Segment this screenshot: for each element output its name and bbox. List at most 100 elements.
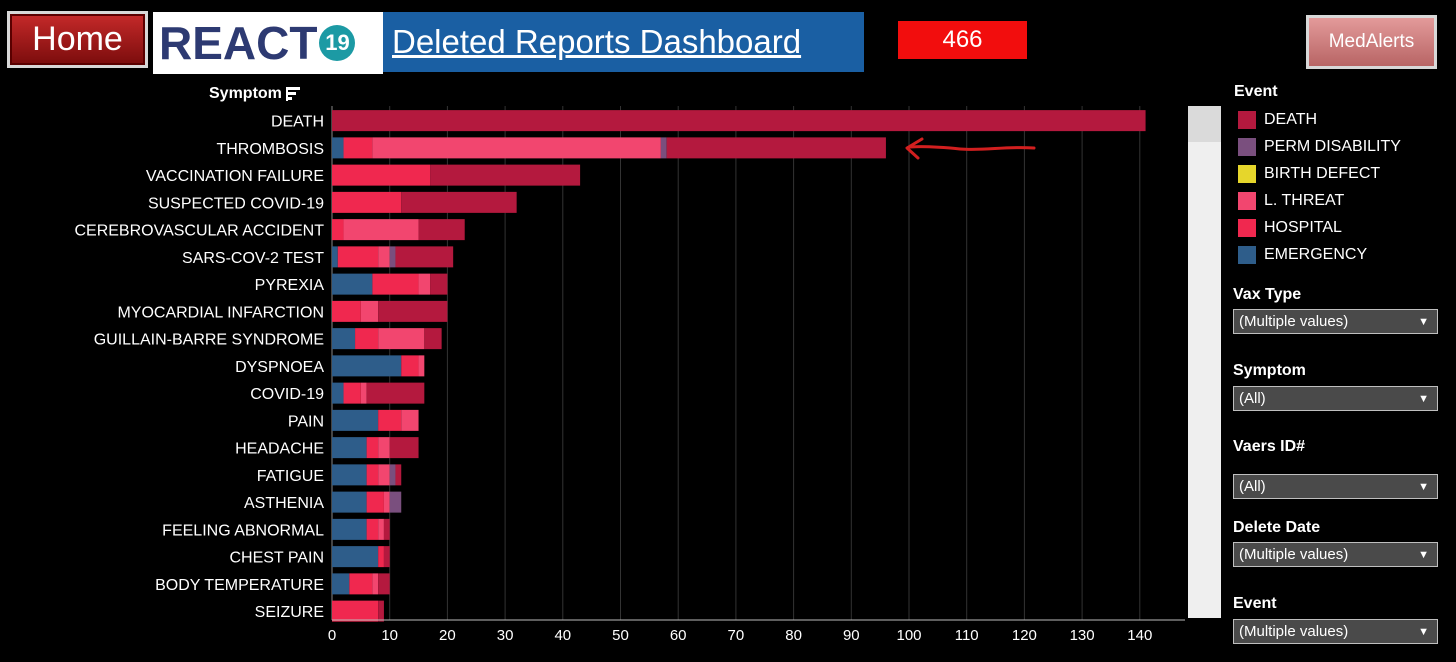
- category-label[interactable]: SARS-COV-2 TEST: [182, 250, 324, 267]
- bar-segment-death[interactable]: [424, 328, 442, 350]
- bar-segment-l-threat[interactable]: [383, 491, 390, 513]
- bar-segment-hospital[interactable]: [337, 246, 379, 268]
- category-label[interactable]: COVID-19: [250, 386, 324, 403]
- bar-segment-emergency[interactable]: [332, 409, 379, 431]
- bar-segment-hospital[interactable]: [332, 219, 344, 241]
- bar-segment-hospital[interactable]: [366, 491, 384, 513]
- bar-segment-l-threat[interactable]: [378, 518, 384, 540]
- bar-segment-emergency[interactable]: [332, 437, 367, 459]
- bar-segment-emergency[interactable]: [332, 546, 379, 568]
- bar-segment-l-threat[interactable]: [343, 219, 419, 241]
- bar-segment-hospital[interactable]: [355, 328, 379, 350]
- bar-segment-hospital[interactable]: [378, 546, 384, 568]
- chart-scrollbar-thumb[interactable]: [1188, 106, 1221, 142]
- bar-segment-death[interactable]: [366, 382, 425, 404]
- symptom-column-header[interactable]: Symptom: [209, 85, 300, 103]
- bar-segment-emergency[interactable]: [332, 573, 350, 595]
- bar-segment-death[interactable]: [430, 164, 581, 186]
- category-label[interactable]: FATIGUE: [257, 468, 324, 485]
- category-label[interactable]: SEIZURE: [255, 604, 324, 621]
- filter-dropdown[interactable]: (Multiple values) ▼: [1233, 619, 1438, 644]
- medalerts-button[interactable]: MedAlerts: [1306, 15, 1437, 69]
- filter-dropdown[interactable]: (Multiple values) ▼: [1233, 542, 1438, 567]
- bar-segment-death[interactable]: [666, 137, 886, 159]
- bar-segment-death[interactable]: [430, 273, 448, 295]
- category-label[interactable]: ASTHENIA: [244, 495, 324, 512]
- bar-segment-hospital[interactable]: [343, 382, 361, 404]
- bar-segment-death[interactable]: [395, 246, 454, 268]
- bar-segment-hospital[interactable]: [366, 518, 379, 540]
- legend-item[interactable]: DEATH: [1238, 106, 1401, 133]
- chevron-down-icon[interactable]: ▼: [1418, 480, 1429, 493]
- category-label[interactable]: HEADACHE: [235, 441, 324, 458]
- category-label[interactable]: CEREBROVASCULAR ACCIDENT: [74, 223, 324, 240]
- bar-segment-hospital[interactable]: [366, 464, 379, 486]
- chart-scrollbar[interactable]: [1188, 106, 1221, 618]
- bar-segment-l-threat[interactable]: [378, 328, 425, 350]
- legend-item[interactable]: EMERGENCY: [1238, 241, 1401, 268]
- bar-segment-l-threat[interactable]: [378, 464, 390, 486]
- bar-segment-death[interactable]: [378, 573, 390, 595]
- legend-item[interactable]: PERM DISABILITY: [1238, 133, 1401, 160]
- bar-segment-l-threat[interactable]: [378, 437, 390, 459]
- bar-segment-perm-disability[interactable]: [660, 137, 667, 159]
- home-button[interactable]: Home: [7, 11, 148, 68]
- bar-segment-l-threat[interactable]: [418, 355, 425, 377]
- bar-segment-hospital[interactable]: [378, 409, 402, 431]
- category-label[interactable]: PYREXIA: [255, 277, 325, 294]
- bar-segment-death[interactable]: [383, 546, 390, 568]
- bar-segment-death[interactable]: [401, 191, 517, 213]
- bar-segment-emergency[interactable]: [332, 518, 367, 540]
- bar-segment-l-threat[interactable]: [378, 246, 390, 268]
- bar-segment-emergency[interactable]: [332, 355, 402, 377]
- bar-segment-emergency[interactable]: [332, 382, 344, 404]
- bar-segment-l-threat[interactable]: [372, 137, 661, 159]
- filter-dropdown[interactable]: (Multiple values) ▼: [1233, 309, 1438, 334]
- legend-item[interactable]: BIRTH DEFECT: [1238, 160, 1401, 187]
- bar-segment-hospital[interactable]: [349, 573, 373, 595]
- bar-segment-hospital[interactable]: [332, 191, 402, 213]
- legend-item[interactable]: HOSPITAL: [1238, 214, 1401, 241]
- bar-segment-l-threat[interactable]: [360, 300, 379, 322]
- bar-segment-emergency[interactable]: [332, 328, 356, 350]
- chevron-down-icon[interactable]: ▼: [1418, 625, 1429, 638]
- category-label[interactable]: GUILLAIN-BARRE SYNDROME: [94, 332, 324, 349]
- bar-segment-death[interactable]: [389, 437, 419, 459]
- chevron-down-icon[interactable]: ▼: [1418, 548, 1429, 561]
- bar-segment-hospital[interactable]: [332, 164, 431, 186]
- bar-segment-emergency[interactable]: [332, 246, 338, 268]
- bar-segment-death[interactable]: [383, 518, 390, 540]
- bar-segment-death[interactable]: [395, 464, 402, 486]
- bar-segment-death[interactable]: [332, 110, 1146, 132]
- bar-segment-l-threat[interactable]: [418, 273, 431, 295]
- bar-segment-hospital[interactable]: [366, 437, 379, 459]
- bar-segment-emergency[interactable]: [332, 491, 367, 513]
- bar-segment-l-threat[interactable]: [372, 573, 379, 595]
- bar-segment-perm-disability[interactable]: [389, 464, 396, 486]
- filter-dropdown[interactable]: (All) ▼: [1233, 386, 1438, 411]
- bar-segment-hospital[interactable]: [401, 355, 419, 377]
- sort-icon[interactable]: [285, 87, 300, 101]
- category-label[interactable]: SUSPECTED COVID-19: [148, 195, 324, 212]
- category-label[interactable]: FEELING ABNORMAL: [162, 522, 324, 539]
- category-label[interactable]: DEATH: [271, 114, 324, 131]
- bar-segment-emergency[interactable]: [332, 273, 373, 295]
- category-label[interactable]: THROMBOSIS: [216, 141, 324, 158]
- bar-segment-emergency[interactable]: [332, 137, 344, 159]
- chevron-down-icon[interactable]: ▼: [1418, 315, 1429, 328]
- dashboard-title-link[interactable]: Deleted Reports Dashboard: [392, 23, 802, 60]
- bar-segment-death[interactable]: [378, 300, 448, 322]
- bar-segment-hospital[interactable]: [332, 300, 361, 322]
- category-label[interactable]: CHEST PAIN: [229, 550, 324, 567]
- category-label[interactable]: BODY TEMPERATURE: [155, 577, 324, 594]
- bar-segment-hospital[interactable]: [372, 273, 419, 295]
- bar-segment-l-threat[interactable]: [401, 409, 419, 431]
- filter-dropdown[interactable]: (All) ▼: [1233, 474, 1438, 499]
- category-label[interactable]: MYOCARDIAL INFARCTION: [117, 304, 324, 321]
- bar-segment-hospital[interactable]: [343, 137, 373, 159]
- bar-segment-emergency[interactable]: [332, 464, 367, 486]
- category-label[interactable]: DYSPNOEA: [235, 359, 324, 376]
- legend-item[interactable]: L. THREAT: [1238, 187, 1401, 214]
- chevron-down-icon[interactable]: ▼: [1418, 392, 1429, 405]
- bar-segment-death[interactable]: [418, 219, 465, 241]
